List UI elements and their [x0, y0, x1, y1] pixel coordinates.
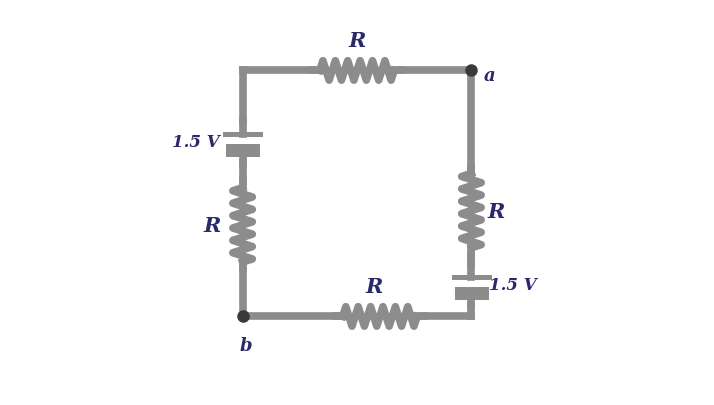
Text: R: R — [488, 201, 505, 221]
Text: 1.5 V: 1.5 V — [172, 134, 220, 151]
Text: 1.5 V: 1.5 V — [488, 277, 536, 294]
Text: R: R — [203, 215, 221, 235]
Text: R: R — [366, 277, 383, 296]
Text: b: b — [239, 337, 252, 354]
Text: R: R — [348, 31, 366, 51]
Text: a: a — [484, 67, 496, 85]
